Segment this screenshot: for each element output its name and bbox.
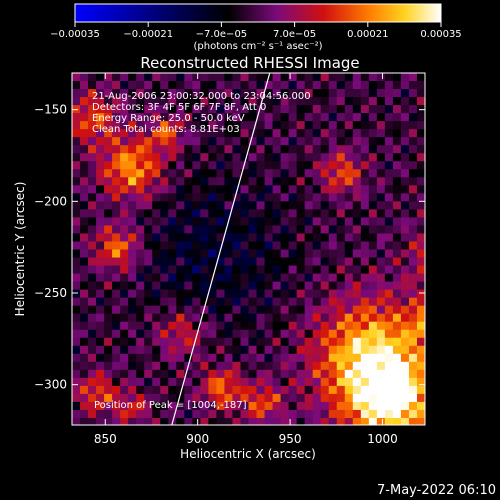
- chart-title: Reconstructed RHESSI Image: [140, 54, 359, 72]
- annotation-energy: Energy Range: 25.0 - 50.0 keV: [92, 113, 245, 124]
- colorbar-tick-label: 7.0e−05: [273, 29, 316, 40]
- x-tick-label: 1000: [367, 432, 398, 446]
- x-tick-label: 850: [94, 432, 117, 446]
- y-axis-label: Heliocentric Y (arcsec): [13, 182, 27, 317]
- x-axis-label: Heliocentric X (arcsec): [180, 447, 316, 461]
- colorbar: [74, 3, 442, 23]
- y-tick-label: −300: [34, 378, 67, 392]
- colorbar-tick-label: 0.00021: [347, 29, 388, 40]
- plot-frame: [71, 72, 426, 426]
- colorbar-units-label: (photons cm⁻² s⁻¹ asec⁻²): [193, 41, 322, 52]
- annotation-counts: Clean Total counts: 8.81E+03: [92, 124, 240, 135]
- colorbar-tick-label: −7.0e−05: [196, 29, 248, 40]
- peak-position-label: Position of Peak = [1004,-187]: [94, 400, 247, 411]
- annotation-detectors: Detectors: 3F 4F 5F 6F 7F 8F, Att 0: [92, 102, 266, 113]
- x-tick-label: 900: [186, 432, 209, 446]
- colorbar-tick-label: −0.00021: [123, 29, 173, 40]
- colorbar-ticks: −0.00035 −0.00021 −7.0e−05 7.0e−05 0.00021 0.…: [50, 22, 462, 40]
- x-tick-label: 950: [279, 432, 302, 446]
- footer-timestamp: 7-May-2022 06:10: [377, 483, 496, 498]
- y-tick-label: −200: [34, 194, 67, 208]
- y-tick-label: −250: [34, 286, 67, 300]
- colorbar-tick-label: −0.00035: [50, 29, 100, 40]
- annotation-time-range: 21-Aug-2006 23:00:32.000 to 23:04:56.000: [92, 91, 311, 102]
- y-tick-label: −150: [34, 103, 67, 117]
- heatmap-image: [72, 73, 425, 425]
- colorbar-tick-label: 0.00035: [420, 29, 461, 40]
- solar-limb-line: [171, 73, 271, 425]
- axis-ticks: 850 900 950 1000 −150 −200 −250 −300: [34, 73, 425, 446]
